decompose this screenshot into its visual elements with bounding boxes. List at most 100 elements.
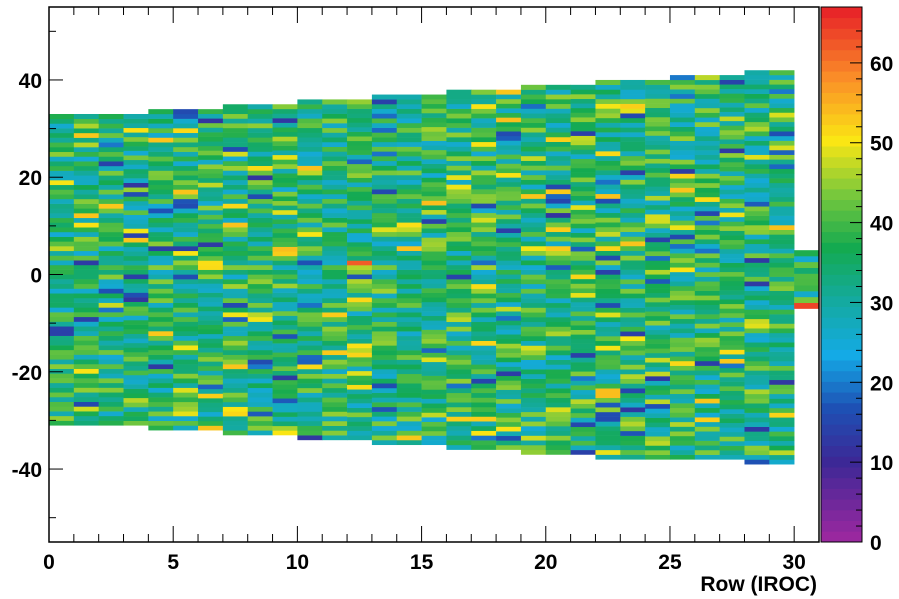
heatmap-cell: [545, 317, 571, 323]
heatmap-cell: [719, 111, 745, 117]
heatmap-cell: [595, 326, 621, 332]
heatmap-cell: [98, 302, 124, 308]
heatmap-cell: [247, 283, 273, 289]
heatmap-cell: [49, 359, 75, 365]
heatmap-cell: [694, 281, 720, 287]
heatmap-cell: [669, 351, 696, 357]
heatmap-cell: [148, 382, 174, 388]
heatmap-cell: [471, 184, 497, 190]
heatmap-cell: [148, 397, 174, 403]
heatmap-cell: [222, 364, 249, 370]
heatmap-cell: [694, 332, 720, 338]
heatmap-cell: [744, 182, 770, 188]
heatmap-cell: [645, 288, 671, 294]
heatmap-cell: [570, 260, 596, 266]
heatmap-cell: [49, 335, 75, 341]
heatmap-cell: [148, 184, 174, 190]
heatmap-cell: [347, 412, 373, 418]
heatmap-cell: [247, 302, 273, 308]
heatmap-cell: [148, 340, 174, 346]
heatmap-cell: [297, 170, 323, 176]
heatmap-cell: [347, 384, 373, 390]
heatmap-cell: [173, 340, 199, 346]
heatmap-cell: [669, 154, 696, 160]
heatmap-cell: [148, 231, 174, 237]
heatmap-cell: [570, 278, 596, 284]
heatmap-cell: [620, 421, 646, 427]
heatmap-cell: [669, 417, 696, 423]
heatmap-cell: [769, 103, 795, 109]
heatmap-cell: [496, 191, 522, 197]
heatmap-cell: [222, 260, 249, 266]
heatmap-cell: [520, 378, 547, 384]
heatmap-cell: [595, 354, 621, 361]
heatmap-cell: [496, 145, 522, 150]
heatmap-cell: [620, 402, 646, 408]
heatmap-cell: [669, 145, 696, 151]
heatmap-cell: [222, 392, 249, 398]
heatmap-cell: [198, 159, 224, 165]
heatmap-cell: [198, 191, 224, 197]
heatmap-cell: [297, 123, 323, 129]
heatmap-cell: [222, 387, 249, 393]
heatmap-cell: [719, 404, 745, 410]
heatmap-cell: [98, 401, 124, 407]
heatmap-cell: [669, 150, 696, 156]
heatmap-cell: [694, 328, 720, 334]
heatmap-cell: [545, 231, 571, 237]
heatmap-cell: [297, 151, 323, 157]
heatmap-cell: [496, 361, 522, 367]
heatmap-cell: [198, 223, 224, 229]
heatmap-cell: [595, 331, 621, 337]
heatmap-cell: [545, 222, 571, 228]
heatmap-cell: [669, 140, 696, 146]
heatmap-cell: [322, 198, 348, 204]
heatmap-cells: [49, 70, 820, 465]
heatmap-cell: [744, 450, 770, 456]
heatmap-cell: [694, 248, 720, 254]
heatmap-cell: [322, 359, 348, 365]
heatmap-cell: [694, 360, 720, 366]
heatmap-cell: [272, 366, 298, 371]
heatmap-cell: [595, 103, 621, 109]
heatmap-cell: [371, 245, 398, 252]
heatmap-cell: [371, 359, 398, 365]
heatmap-cell: [272, 356, 298, 362]
heatmap-cell: [49, 198, 75, 204]
heatmap-cell: [719, 235, 745, 241]
heatmap-cell: [148, 260, 174, 266]
heatmap-cell: [247, 345, 273, 351]
x-tick-label: 30: [782, 551, 805, 574]
heatmap-cell: [322, 227, 348, 233]
heatmap-cell: [694, 309, 720, 315]
heatmap-cell: [520, 274, 547, 280]
heatmap-cell: [123, 333, 149, 339]
heatmap-cell: [198, 278, 224, 284]
heatmap-cell: [173, 156, 199, 162]
heatmap-cell: [371, 345, 398, 351]
heatmap-cell: [347, 131, 373, 137]
heatmap-cell: [421, 278, 447, 284]
heatmap-cell: [744, 332, 770, 338]
heatmap-cell: [222, 288, 249, 294]
heatmap-cell: [272, 324, 298, 330]
heatmap-cell: [471, 421, 497, 427]
heatmap-cell: [148, 279, 174, 285]
heatmap-cell: [769, 149, 795, 155]
colorbar-segment: [821, 370, 862, 382]
heatmap-cell: [471, 416, 497, 422]
heatmap-cell: [173, 212, 199, 219]
heatmap-cell: [222, 175, 249, 181]
heatmap-cell: [98, 250, 124, 256]
heatmap-cell: [371, 132, 398, 138]
heatmap-cell: [669, 271, 696, 277]
heatmap-cell: [198, 315, 224, 321]
heatmap-cell: [570, 292, 596, 298]
heatmap-cell: [545, 170, 571, 176]
heatmap-cell: [347, 159, 373, 165]
heatmap-cell: [49, 302, 75, 308]
heatmap-cell: [173, 222, 199, 228]
heatmap-cell: [769, 431, 795, 437]
heatmap-cell: [297, 113, 323, 119]
heatmap-cell: [148, 359, 174, 365]
